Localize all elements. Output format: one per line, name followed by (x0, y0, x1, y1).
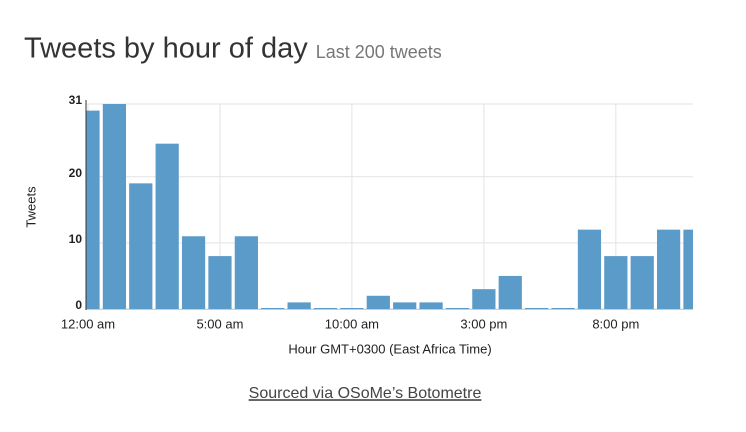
bar (86, 110, 100, 309)
bar (551, 308, 575, 309)
y-tick-label: 20 (69, 166, 83, 180)
bar (498, 275, 522, 309)
bar (181, 236, 206, 309)
x-tick-label: 8:00 pm (592, 316, 639, 331)
bar (340, 308, 364, 309)
bar (577, 229, 602, 309)
bar (445, 308, 470, 309)
x-tick-label: 5:00 am (196, 316, 243, 331)
bar (630, 256, 654, 309)
bar (472, 289, 496, 309)
bar (656, 229, 681, 309)
x-axis-label: Hour GMT+0300 (East Africa Time) (288, 341, 491, 356)
chart-subtitle: Last 200 tweets (316, 42, 442, 62)
bar (313, 308, 338, 309)
bar (208, 256, 232, 309)
bar (604, 256, 628, 309)
bar (102, 104, 127, 309)
bar (287, 302, 311, 309)
x-tick-label: 3:00 pm (460, 316, 507, 331)
bar (683, 229, 693, 309)
bar (419, 302, 443, 309)
chart-title: Tweets by hour of day (24, 33, 308, 65)
source-link[interactable]: Sourced via OSoMe’s Botometre (249, 385, 482, 402)
x-tick-label: 10:00 am (325, 316, 379, 331)
bar (155, 143, 179, 309)
bar (393, 302, 417, 309)
y-tick-label: 10 (69, 232, 83, 246)
bar (366, 295, 390, 309)
bar (525, 308, 549, 309)
y-axis-label: Tweets (23, 186, 38, 228)
y-tick-label: 31 (69, 93, 83, 107)
bar (261, 308, 285, 309)
plot-area (86, 104, 693, 309)
bar (129, 183, 153, 309)
x-tick-label: 12:00 am (61, 316, 115, 331)
y-tick-label: 0 (75, 298, 82, 312)
bar (234, 236, 258, 309)
